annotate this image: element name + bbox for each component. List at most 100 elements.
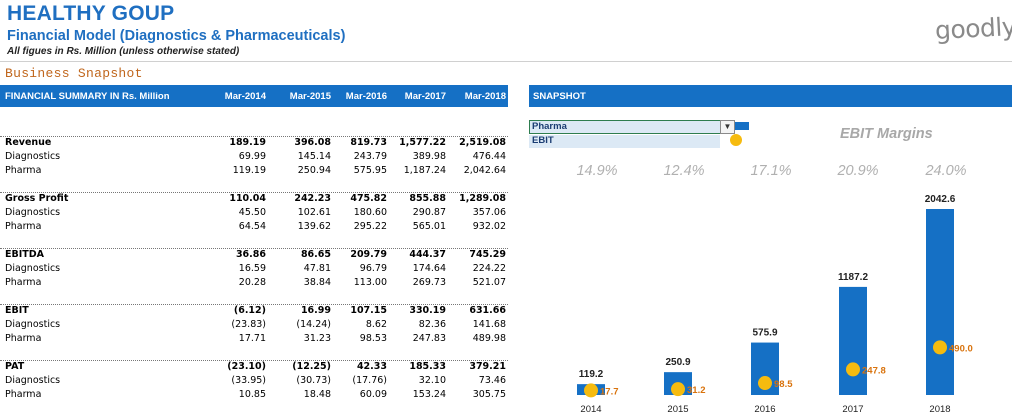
row-label: Revenue bbox=[5, 137, 52, 148]
table-cell: (6.12) bbox=[233, 305, 266, 316]
table-cell: 476.44 bbox=[472, 151, 506, 162]
dot-value-label: 31.2 bbox=[687, 385, 706, 396]
table-cell: 1,289.08 bbox=[459, 193, 506, 204]
table-cell: 60.09 bbox=[359, 389, 387, 400]
row-label: Diagnostics bbox=[5, 375, 61, 386]
chart-bar bbox=[839, 286, 867, 395]
table-cell: 64.54 bbox=[238, 221, 266, 232]
table-cell: 855.88 bbox=[409, 193, 446, 204]
segment-select[interactable]: Pharma bbox=[529, 120, 734, 134]
chart-dot bbox=[671, 382, 685, 397]
column-header: Mar-2016 bbox=[345, 91, 387, 102]
margin-label: 14.9% bbox=[576, 163, 618, 179]
row-label: Diagnostics bbox=[5, 151, 61, 162]
margin-label: 24.0% bbox=[925, 163, 967, 179]
table-cell: (17.76) bbox=[352, 375, 387, 386]
table-cell: 521.07 bbox=[472, 277, 506, 288]
table-group-row: Revenue 189.19 396.08 819.73 1,577.22 2,519.0… bbox=[0, 136, 508, 150]
table-cell: 153.24 bbox=[412, 389, 446, 400]
table-cell: 396.08 bbox=[294, 137, 331, 148]
row-label: Gross Profit bbox=[5, 193, 69, 204]
dot-value-label: 17.7 bbox=[600, 386, 619, 397]
table-cell: 73.46 bbox=[478, 375, 506, 386]
table-cell: 2,519.08 bbox=[459, 137, 506, 148]
legend-bar-swatch bbox=[735, 122, 749, 130]
table-cell: 295.22 bbox=[353, 221, 387, 232]
table-cell: 2,042.64 bbox=[463, 165, 506, 176]
table-group-row: PAT (23.10) (12.25) 42.33 185.33 379.21 bbox=[0, 360, 508, 374]
table-group-row: EBITDA 36.86 86.65 209.79 444.37 745.29 bbox=[0, 248, 508, 262]
bar-value-label: 119.2 bbox=[579, 369, 604, 380]
table-row: Diagnostics 69.99 145.14 243.79 389.98 476.44 bbox=[0, 150, 508, 164]
table-cell: 107.15 bbox=[350, 305, 387, 316]
table-cell: 180.60 bbox=[353, 207, 387, 218]
table-cell: 389.98 bbox=[412, 151, 446, 162]
table-cell: 8.62 bbox=[365, 319, 387, 330]
metric-option-label: EBIT bbox=[532, 135, 554, 146]
table-row: Pharma 64.54 139.62 295.22 565.01 932.02 bbox=[0, 220, 508, 234]
table-group-row: EBIT (6.12) 16.99 107.15 330.19 631.66 bbox=[0, 304, 508, 318]
chart-dot bbox=[846, 362, 860, 377]
row-label: Pharma bbox=[5, 389, 42, 400]
legend-dot-swatch bbox=[730, 134, 742, 146]
table-cell: 82.36 bbox=[418, 319, 446, 330]
chart-bar bbox=[926, 209, 954, 395]
row-label: Pharma bbox=[5, 221, 42, 232]
margin-label: 20.9% bbox=[837, 163, 879, 179]
table-cell: 565.01 bbox=[412, 221, 446, 232]
table-cell: 243.79 bbox=[353, 151, 387, 162]
dot-value-label: 490.0 bbox=[949, 343, 973, 354]
table-cell: 20.28 bbox=[238, 277, 266, 288]
x-tick-label: 2018 bbox=[929, 404, 950, 415]
x-tick-label: 2016 bbox=[754, 404, 775, 415]
units-note: All figues in Rs. Million (unless otherw… bbox=[7, 46, 240, 57]
table-cell: 631.66 bbox=[469, 305, 506, 316]
chart-dot bbox=[758, 376, 772, 391]
ebit-chart: 119.2 17.7 2014 250.9 31.2 2015 575.9 98.5 2016 1… bbox=[577, 194, 973, 415]
table-row: Pharma 20.28 38.84 113.00 269.73 521.07 bbox=[0, 276, 508, 290]
column-header: Mar-2014 bbox=[224, 91, 266, 102]
row-label: Diagnostics bbox=[5, 263, 61, 274]
segment-select-value: Pharma bbox=[532, 121, 567, 132]
dot-value-label: 247.8 bbox=[862, 365, 886, 376]
margins-title: EBIT Margins bbox=[840, 126, 933, 142]
table-cell: (23.10) bbox=[227, 361, 266, 372]
table-cell: (33.95) bbox=[231, 375, 266, 386]
table-cell: 475.82 bbox=[350, 193, 387, 204]
row-label: Diagnostics bbox=[5, 207, 61, 218]
app-title: HEALTHY GOUP bbox=[7, 2, 175, 25]
app-subtitle: Financial Model (Diagnostics & Pharmaceu… bbox=[7, 28, 346, 44]
table-cell: 745.29 bbox=[469, 249, 506, 260]
table-cell: 18.48 bbox=[303, 389, 331, 400]
table-cell: 290.87 bbox=[412, 207, 446, 218]
table-cell: 69.99 bbox=[238, 151, 266, 162]
table-cell: 330.19 bbox=[409, 305, 446, 316]
table-cell: 47.81 bbox=[303, 263, 331, 274]
row-label: Pharma bbox=[5, 165, 42, 176]
table-cell: 242.23 bbox=[294, 193, 331, 204]
x-tick-label: 2017 bbox=[842, 404, 863, 415]
column-header: Mar-2018 bbox=[464, 91, 506, 102]
snapshot-title: SNAPSHOT bbox=[533, 91, 586, 102]
row-label: Pharma bbox=[5, 333, 42, 344]
metric-option[interactable]: EBIT bbox=[529, 135, 720, 148]
section-title: Business Snapshot bbox=[5, 66, 143, 81]
table-cell: 86.65 bbox=[300, 249, 331, 260]
financial-summary-header: FINANCIAL SUMMARY IN Rs. Million Mar-201… bbox=[0, 85, 508, 107]
table-cell: 10.85 bbox=[238, 389, 266, 400]
table-cell: 16.59 bbox=[238, 263, 266, 274]
table-cell: 31.23 bbox=[303, 333, 331, 344]
margin-label: 17.1% bbox=[750, 163, 792, 179]
table-cell: (12.25) bbox=[292, 361, 331, 372]
dropdown-arrow-icon[interactable]: ▼ bbox=[720, 120, 735, 134]
row-label: EBITDA bbox=[5, 249, 44, 260]
table-cell: 575.95 bbox=[353, 165, 387, 176]
table-row: Diagnostics (23.83) (14.24) 8.62 82.36 141.68 bbox=[0, 318, 508, 332]
row-label: Diagnostics bbox=[5, 319, 61, 330]
header-divider bbox=[0, 61, 1012, 62]
table-cell: 269.73 bbox=[412, 277, 446, 288]
table-group-row: Gross Profit 110.04 242.23 475.82 855.88 1,28… bbox=[0, 192, 508, 206]
table-cell: (23.83) bbox=[231, 319, 266, 330]
table-cell: 98.53 bbox=[359, 333, 387, 344]
table-cell: 1,577.22 bbox=[399, 137, 446, 148]
